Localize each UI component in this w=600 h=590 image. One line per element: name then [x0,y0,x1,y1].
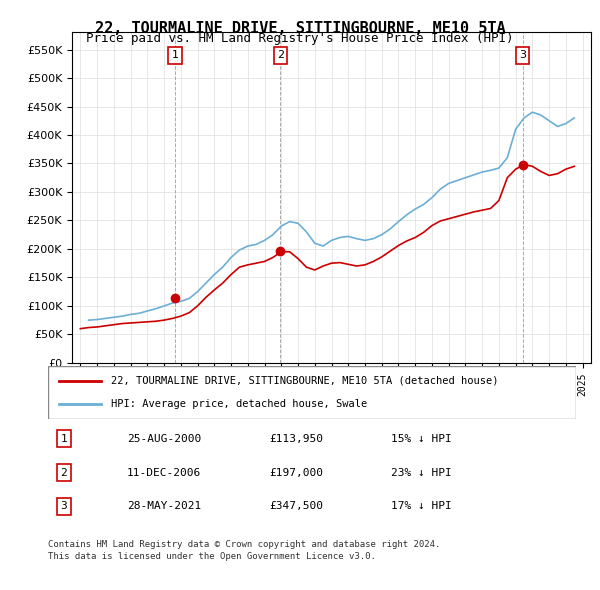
Text: 1: 1 [172,50,178,60]
Text: 22, TOURMALINE DRIVE, SITTINGBOURNE, ME10 5TA (detached house): 22, TOURMALINE DRIVE, SITTINGBOURNE, ME1… [112,376,499,386]
Text: This data is licensed under the Open Government Licence v3.0.: This data is licensed under the Open Gov… [48,552,376,560]
Text: 15% ↓ HPI: 15% ↓ HPI [391,434,452,444]
Text: 23% ↓ HPI: 23% ↓ HPI [391,468,452,477]
Text: £113,950: £113,950 [270,434,324,444]
Text: Contains HM Land Registry data © Crown copyright and database right 2024.: Contains HM Land Registry data © Crown c… [48,540,440,549]
Text: Price paid vs. HM Land Registry's House Price Index (HPI): Price paid vs. HM Land Registry's House … [86,32,514,45]
Text: 11-DEC-2006: 11-DEC-2006 [127,468,202,477]
Text: 1: 1 [61,434,67,444]
Text: 17% ↓ HPI: 17% ↓ HPI [391,502,452,512]
Text: 2: 2 [277,50,284,60]
Text: 3: 3 [519,50,526,60]
Text: 28-MAY-2021: 28-MAY-2021 [127,502,202,512]
Text: 22, TOURMALINE DRIVE, SITTINGBOURNE, ME10 5TA: 22, TOURMALINE DRIVE, SITTINGBOURNE, ME1… [95,21,505,35]
Text: 2: 2 [61,468,67,477]
Text: HPI: Average price, detached house, Swale: HPI: Average price, detached house, Swal… [112,399,368,409]
Text: £347,500: £347,500 [270,502,324,512]
Text: 25-AUG-2000: 25-AUG-2000 [127,434,202,444]
Text: £197,000: £197,000 [270,468,324,477]
Text: 3: 3 [61,502,67,512]
FancyBboxPatch shape [48,366,576,419]
